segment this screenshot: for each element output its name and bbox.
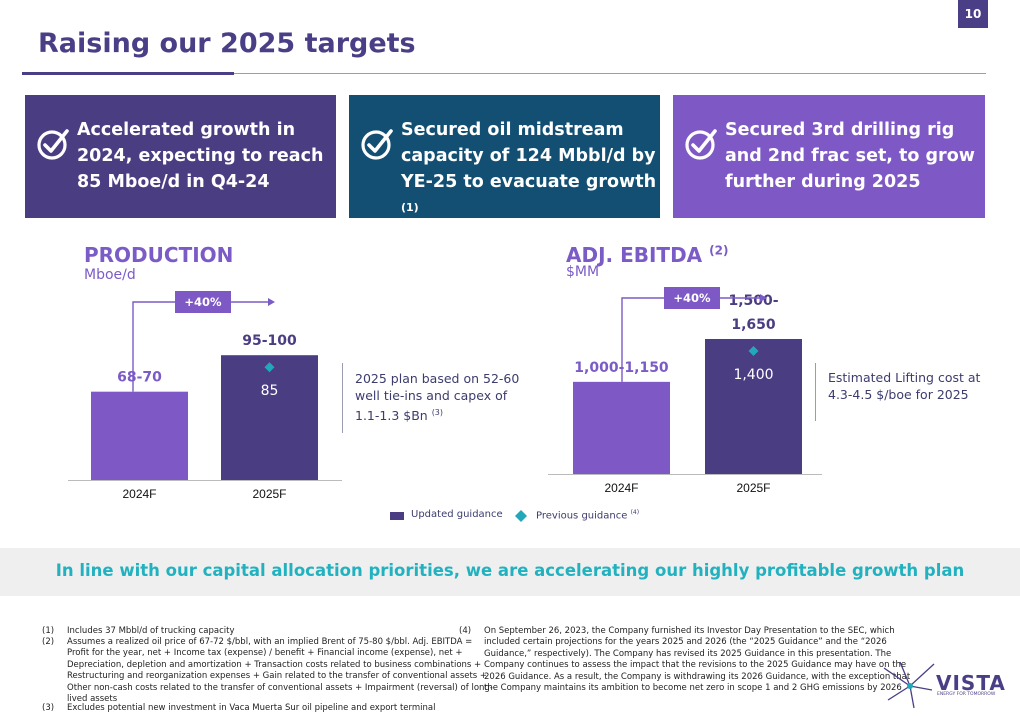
card-footnote-ref: (1)	[401, 201, 419, 214]
title-underline	[22, 72, 234, 75]
card-text: Secured oil midstream capacity of 124 Mb…	[401, 120, 657, 214]
production-title: PRODUCTION	[84, 243, 234, 267]
title-divider	[234, 73, 986, 74]
growth-arrowhead	[268, 298, 275, 306]
tagline-band	[0, 548, 1020, 596]
x-tick-label: 2025F	[736, 481, 770, 495]
value-label: 68-70	[117, 370, 162, 386]
page-number: 10	[958, 0, 988, 28]
production-unit: Mboe/d	[84, 267, 136, 283]
bar-2025F	[705, 339, 802, 474]
x-tick-label: 2024F	[604, 481, 638, 495]
production-chart: 2024F 68-70 2025F 95-100 85 +40%	[68, 291, 342, 501]
footnote-number: (4)	[459, 626, 472, 636]
bar-2024F	[91, 391, 188, 480]
logo-tagline: ENERGY FOR TOMORROW	[937, 692, 996, 697]
page-title: Raising our 2025 targets	[38, 28, 416, 59]
highlight-card-growth: Accelerated growth in 2024, expecting to…	[25, 95, 336, 218]
legend-updated: Updated guidance	[411, 509, 503, 520]
footnote-text: Includes 37 Mbbl/d of trucking capacity	[67, 626, 235, 636]
footnote-number: (2)	[42, 637, 55, 647]
logo-wordmark: VISTA	[936, 671, 1006, 695]
growth-badge	[175, 291, 231, 313]
ebitda-note: Estimated Lifting cost at 4.3-4.5 $/boe …	[828, 370, 981, 402]
check-circle-icon	[361, 129, 393, 160]
legend-previous: Previous guidance (4)	[536, 509, 640, 522]
vista-star-logo-icon	[883, 661, 935, 709]
card-text: Secured 3rd drilling rig and 2nd frac se…	[725, 120, 975, 192]
highlight-card-midstream: Secured oil midstream capacity of 124 Mb…	[349, 95, 660, 218]
previous-guidance-label: 1,400	[733, 367, 773, 383]
note-divider	[815, 363, 816, 421]
note-divider	[342, 363, 343, 433]
card-text: Accelerated growth in 2024, expecting to…	[77, 120, 324, 192]
previous-guidance-marker	[264, 362, 275, 373]
growth-arrowhead	[760, 294, 767, 302]
value-label: 1,500-	[728, 293, 778, 309]
x-tick-label: 2024F	[122, 487, 156, 501]
footnote-number: (3)	[42, 703, 55, 713]
footnote-text: On September 26, 2023, the Company furni…	[484, 626, 911, 694]
growth-badge-label: +40%	[184, 295, 222, 309]
production-note: 2025 plan based on 52-60 well tie-ins an…	[355, 371, 520, 424]
footnote-text: Excludes potential new investment in Vac…	[67, 703, 436, 713]
bar-2025F	[221, 355, 318, 480]
check-circle-icon	[37, 129, 69, 160]
legend-swatch-updated	[390, 512, 404, 520]
previous-guidance-label: 85	[261, 383, 279, 399]
ebitda-unit: $MM	[566, 264, 600, 280]
tagline: In line with our capital allocation prio…	[55, 561, 965, 580]
previous-guidance-marker	[748, 346, 759, 356]
footnote-number: (1)	[42, 626, 55, 636]
x-tick-label: 2025F	[252, 487, 286, 501]
growth-badge	[664, 287, 720, 309]
value-label: 95-100	[242, 333, 297, 349]
highlight-card-drilling: Secured 3rd drilling rig and 2nd frac se…	[673, 95, 985, 218]
footnote-text: Assumes a realized oil price of 67-72 $/…	[67, 637, 493, 705]
value-label: 1,650	[731, 317, 776, 333]
ebitda-chart: 2024F1,000-1,1502025F1,500-1,6501,400+40…	[548, 287, 822, 495]
legend-marker-previous	[515, 510, 527, 522]
check-circle-icon	[685, 129, 717, 160]
ebitda-title: ADJ. EBITDA (2)	[566, 243, 729, 267]
bar-2024F	[573, 381, 670, 474]
growth-badge-label: +40%	[673, 291, 711, 305]
